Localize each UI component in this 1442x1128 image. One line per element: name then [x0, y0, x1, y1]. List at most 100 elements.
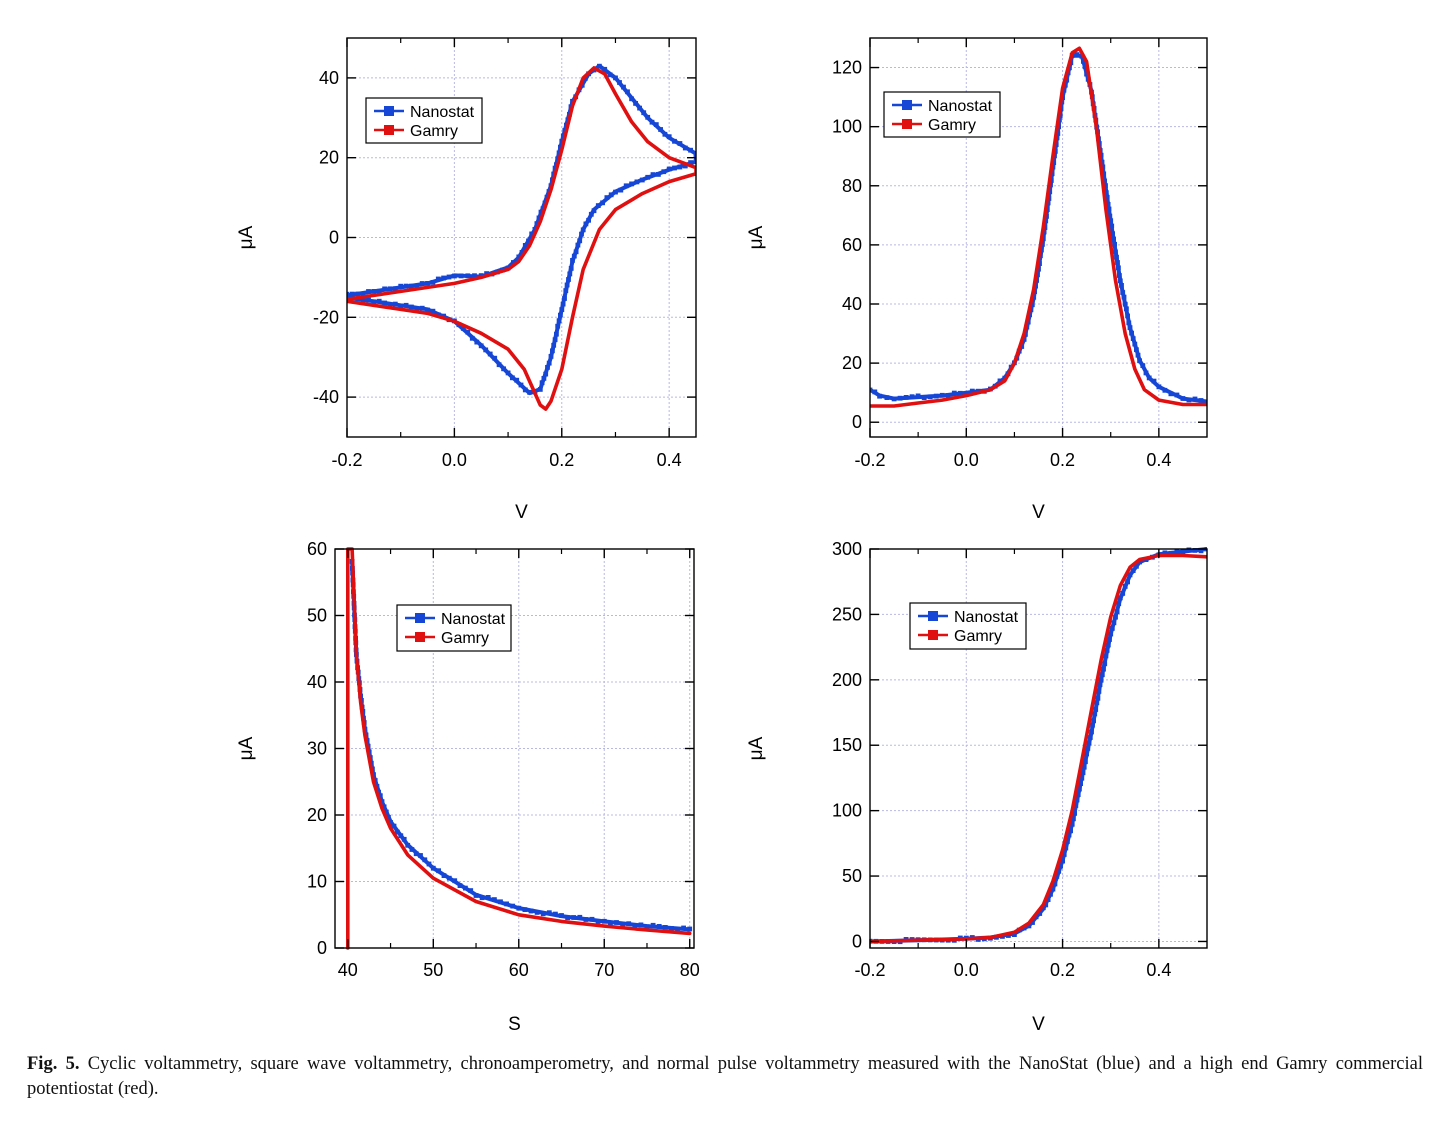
- nanostat-marker: [419, 281, 425, 286]
- nanostat-marker: [1111, 620, 1117, 626]
- nanostat-marker: [1060, 858, 1065, 864]
- nanostat-marker: [398, 283, 404, 289]
- cyclic-voltammetry-chart: -0.2 0.0 0.2 0.4 -40 -20 0 20 40 VμA Nanostat Gamry: [236, 37, 697, 523]
- nanostat-marker: [1091, 718, 1096, 724]
- nanostat-marker: [681, 925, 686, 931]
- gamry-series-line: [347, 66, 696, 411]
- nanostat-marker: [1095, 695, 1101, 701]
- nanostat-marker: [546, 360, 552, 366]
- x-tick-label: 0.2: [1050, 450, 1075, 470]
- nanostat-marker: [562, 296, 567, 301]
- nanostat-marker: [586, 217, 591, 223]
- legend: Nanostat Gamry: [883, 91, 1001, 138]
- nanostat-marker: [1107, 637, 1112, 642]
- nanostat-marker: [379, 799, 385, 804]
- nanostat-marker: [398, 303, 404, 309]
- nanostat-marker: [1126, 320, 1132, 326]
- nanostat-marker: [1075, 792, 1081, 797]
- nanostat-marker: [1134, 563, 1139, 569]
- nanostat-marker: [1083, 759, 1088, 765]
- nanostat-marker: [614, 920, 619, 925]
- y-tick-label: 100: [832, 801, 862, 821]
- nanostat-marker: [527, 389, 532, 395]
- nanostat-marker: [519, 250, 525, 255]
- nanostat-marker: [1180, 549, 1186, 555]
- nanostat-marker: [1085, 746, 1091, 751]
- y-tick-label: 20: [319, 148, 339, 168]
- y-tick-label: 20: [307, 805, 327, 825]
- y-tick-label: 60: [307, 539, 327, 559]
- nanostat-marker: [560, 301, 566, 307]
- y-tick-label: 50: [842, 866, 862, 886]
- nanostat-marker: [645, 174, 651, 180]
- nanostat-marker: [1045, 897, 1051, 902]
- nanostat-marker: [1029, 302, 1035, 308]
- nanostat-marker: [347, 291, 350, 297]
- nanostat-marker: [376, 288, 382, 294]
- nanostat-marker: [1143, 370, 1149, 376]
- y-tick-label: 10: [307, 872, 327, 892]
- nanostat-marker: [661, 169, 667, 175]
- nanostat-marker: [884, 395, 890, 400]
- nanostat-marker: [595, 203, 601, 208]
- nanostat-marker: [537, 387, 543, 392]
- legend-label: Gamry: [954, 628, 1002, 645]
- nanostat-marker: [613, 189, 618, 195]
- nanostat-marker: [625, 89, 630, 95]
- y-tick-label: 40: [307, 672, 327, 692]
- nanostat-marker: [1192, 548, 1198, 553]
- nanostat-marker: [1113, 614, 1118, 620]
- nanostat-marker: [1089, 729, 1094, 735]
- nanostat-marker: [536, 215, 542, 221]
- nanostat-marker: [1114, 254, 1119, 260]
- nanostat-marker: [473, 893, 479, 898]
- nanostat-marker: [617, 80, 622, 85]
- nanostat-marker: [688, 160, 693, 165]
- nanostat-marker: [501, 366, 506, 372]
- nanostat-marker: [366, 297, 371, 303]
- nanostat-marker: [608, 192, 614, 198]
- nanostat-marker: [426, 861, 432, 867]
- nanostat-marker: [957, 390, 963, 396]
- nanostat-marker: [1192, 396, 1198, 402]
- y-tick-label: 100: [832, 117, 862, 137]
- nanostat-marker: [608, 920, 613, 926]
- nanostat-marker: [629, 96, 634, 102]
- nanostat-marker: [945, 393, 951, 398]
- nanostat-marker: [677, 164, 683, 170]
- nanostat-marker: [463, 885, 468, 891]
- y-tick-label: 40: [842, 294, 862, 314]
- nanostat-marker: [1093, 707, 1099, 712]
- nanostat-marker: [386, 814, 391, 820]
- nanostat-marker: [556, 318, 562, 324]
- nanostat-marker: [441, 275, 446, 281]
- nanostat-marker: [589, 916, 595, 922]
- nanostat-marker: [1072, 811, 1077, 816]
- nanostat-marker: [1104, 194, 1110, 200]
- x-tick-label: 80: [680, 960, 700, 980]
- nanostat-marker: [479, 895, 485, 901]
- nanostat-marker: [551, 342, 557, 348]
- nanostat-marker: [666, 134, 672, 140]
- nanostat-marker: [1117, 278, 1123, 284]
- nanostat-marker: [1116, 601, 1122, 606]
- legend-swatch-marker: [902, 119, 912, 129]
- y-tick-label: 150: [832, 735, 862, 755]
- nanostat-marker: [1101, 171, 1107, 177]
- nanostat-marker: [1097, 682, 1103, 687]
- nanostat-marker: [620, 921, 625, 927]
- nanostat-marker: [1107, 213, 1113, 219]
- nanostat-marker: [392, 301, 398, 307]
- nanostat-marker: [474, 339, 480, 345]
- y-tick-label: 120: [832, 58, 862, 78]
- nanostat-marker: [430, 280, 436, 285]
- nanostat-marker: [355, 291, 361, 297]
- nanostat-marker: [543, 371, 549, 377]
- nanostat-marker: [602, 66, 608, 72]
- nanostat-marker: [607, 72, 613, 78]
- nanostat-marker: [903, 395, 909, 400]
- nanostat-marker: [1120, 290, 1126, 295]
- nanostat-marker: [484, 271, 489, 276]
- nanostat-marker: [383, 809, 389, 815]
- nanostat-marker: [649, 119, 655, 125]
